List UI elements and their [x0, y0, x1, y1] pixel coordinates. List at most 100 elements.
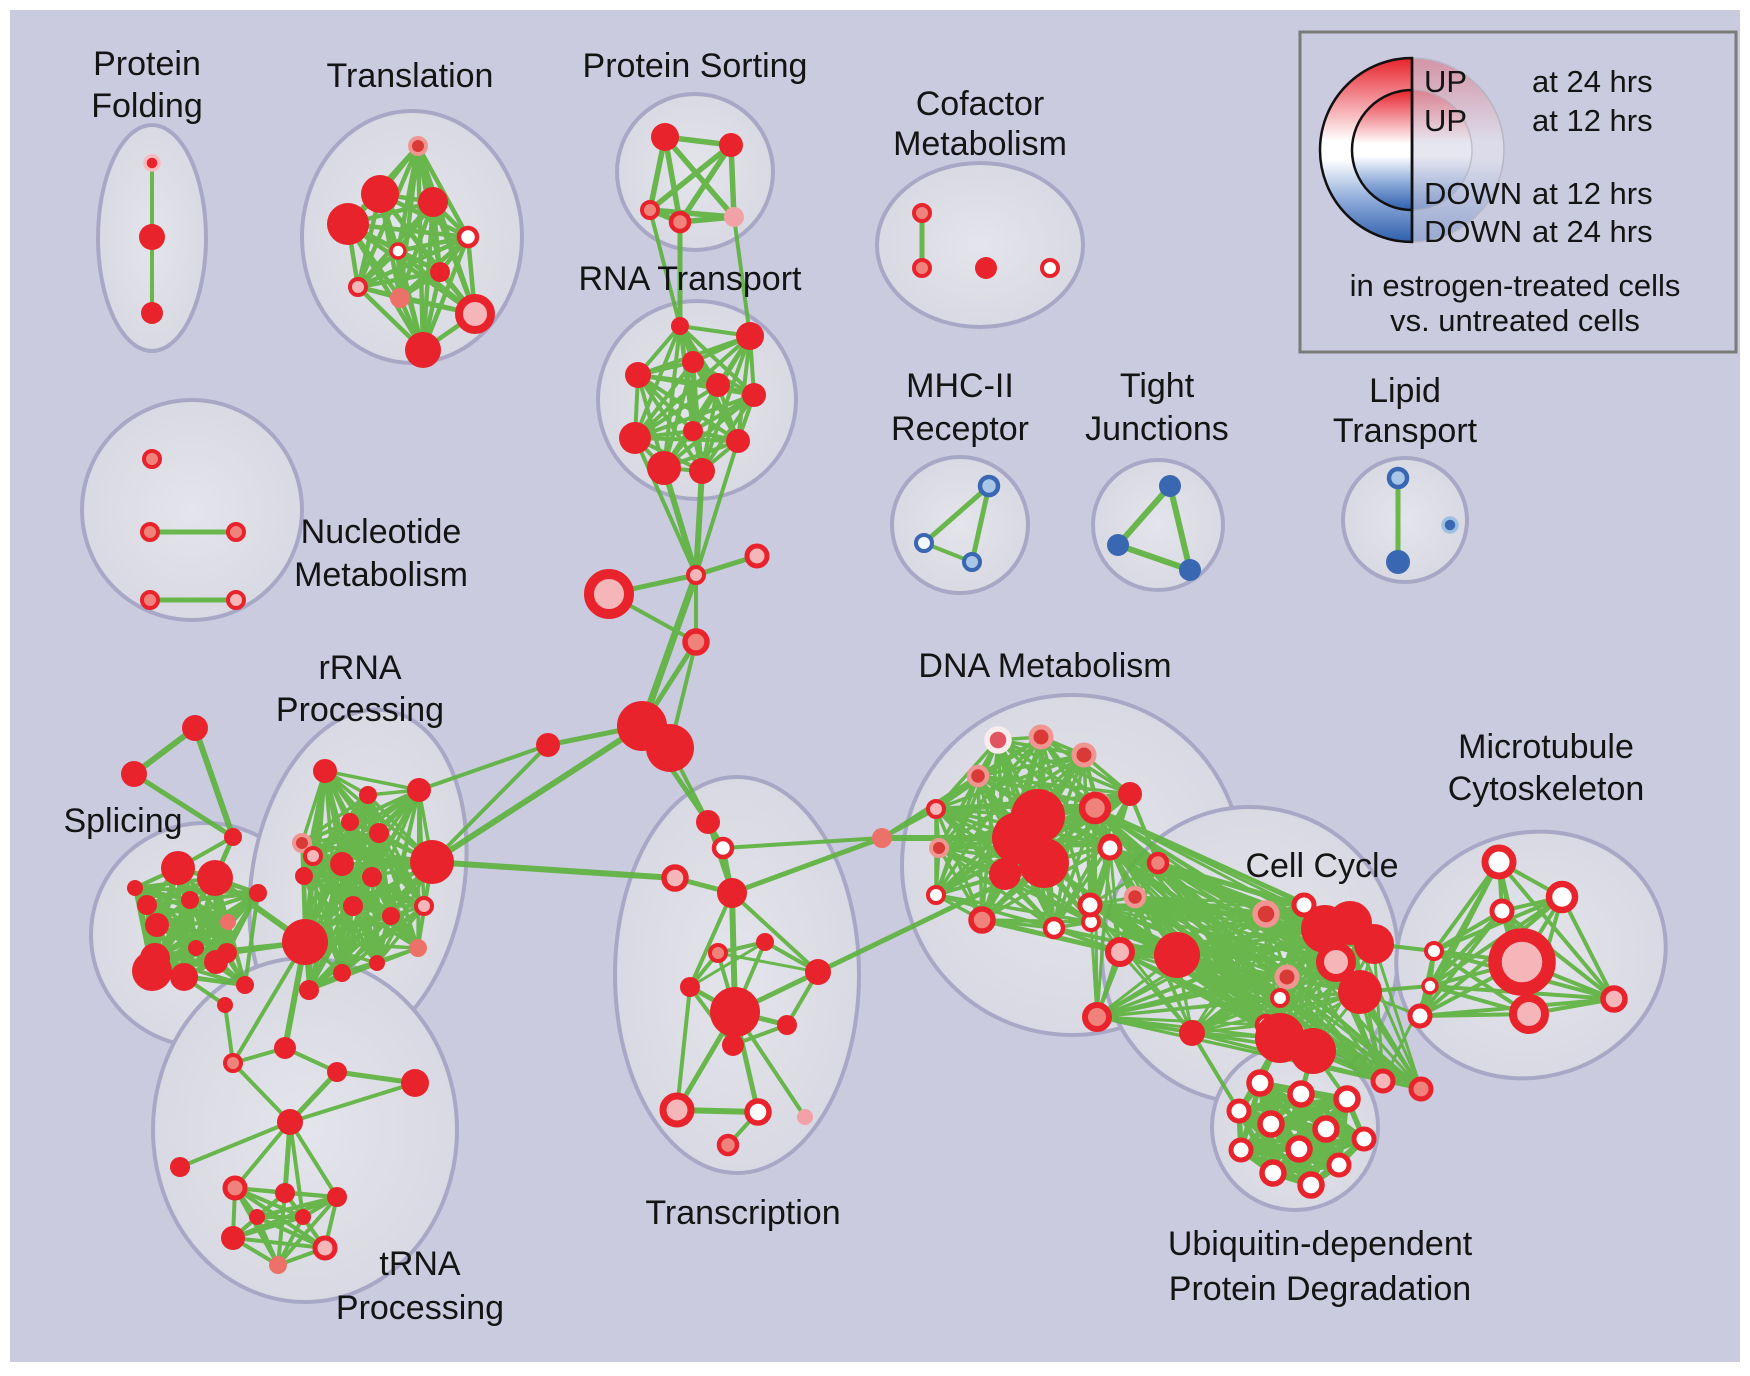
node-microtubule-cytoskeleton	[1545, 880, 1579, 914]
cluster-splicing-label: Splicing	[63, 802, 182, 840]
cluster-protein-folding-label: Folding	[91, 87, 203, 125]
node-rna-transport	[619, 422, 651, 454]
cluster-translation-edge	[395, 234, 471, 254]
hub-node	[744, 543, 770, 569]
cluster-trna-processing-edge	[288, 1120, 305, 1219]
node-cell-cycle	[1354, 924, 1394, 964]
node-translation	[348, 277, 368, 297]
node-transcription	[710, 987, 760, 1037]
node-mhc-ii-receptor	[962, 552, 982, 572]
node-cell-cycle	[1097, 835, 1123, 861]
cluster-microtubule-cytoskeleton-label: Microtubule	[1458, 728, 1634, 766]
cluster-rrna-processing-edge	[307, 946, 420, 992]
node-transcription	[716, 1133, 740, 1157]
node-transcription	[797, 1109, 813, 1125]
node-dna-metabolism	[984, 726, 1012, 754]
hub-node	[646, 724, 694, 772]
node-cofactor-metabolism	[1040, 258, 1060, 278]
node-transcription	[805, 959, 831, 985]
node-ubiquitin-degradation	[1285, 1135, 1313, 1163]
node-microtubule-cytoskeleton	[1488, 928, 1556, 996]
node-dna-metabolism	[926, 799, 946, 819]
node-trna-processing	[223, 1053, 243, 1073]
cluster-dna-metabolism-edge	[980, 918, 1093, 924]
node-tight-junctions	[1107, 534, 1129, 556]
cluster-dna-metabolism-label: DNA Metabolism	[918, 647, 1171, 685]
cluster-rrna-processing-edge	[348, 788, 421, 824]
inter-cluster-edge	[1190, 1031, 1241, 1113]
inter-cluster-edge	[648, 208, 682, 328]
node-rrna-processing	[414, 896, 434, 916]
node-nucleotide-metabolism	[226, 522, 246, 542]
node-translation	[408, 136, 428, 156]
legend-direction-label: UP	[1424, 103, 1467, 138]
node-rna-transport	[706, 373, 730, 397]
inter-cluster-edge	[1128, 792, 1160, 865]
node-ubiquitin-degradation	[1226, 1098, 1252, 1124]
node-ubiquitin-degradation	[1257, 1110, 1285, 1138]
inter-cluster-edge	[131, 771, 236, 840]
cluster-translation-edge	[420, 234, 471, 353]
inter-cluster-edge	[732, 215, 752, 338]
hub-node	[121, 761, 147, 787]
node-microtubule-cytoskeleton	[1481, 844, 1517, 880]
cluster-rrna-processing-edge	[323, 769, 421, 792]
node-protein-sorting	[668, 210, 692, 234]
node-trna-processing	[269, 1256, 287, 1274]
cluster-transcription-edge	[675, 985, 692, 1112]
node-transcription	[756, 933, 774, 951]
node-cell-cycle	[1077, 892, 1103, 918]
node-cell-cycle	[1316, 942, 1356, 982]
cluster-translation-edge	[355, 269, 443, 290]
cluster-cofactor-metabolism-label: Cofactor	[916, 85, 1045, 123]
node-splicing	[145, 913, 169, 937]
cluster-rrna-processing-edge	[351, 904, 379, 965]
cluster-rrna-processing-edge	[300, 793, 370, 845]
node-ubiquitin-degradation	[1259, 1159, 1287, 1187]
cluster-rrna-processing-edge	[302, 874, 393, 918]
legend-direction-label: DOWN	[1424, 214, 1522, 249]
legend-caption: vs. untreated cells	[1390, 303, 1640, 338]
node-trna-processing	[274, 1037, 296, 1059]
node-rna-transport	[742, 383, 766, 407]
inter-cluster-edge	[429, 859, 678, 881]
node-trna-processing	[327, 1062, 347, 1082]
node-transcription	[708, 943, 728, 963]
cluster-dna-metabolism-edge	[976, 753, 1086, 778]
hub-node	[584, 569, 634, 619]
hub-node	[682, 628, 710, 656]
inter-cluster-edge	[721, 836, 884, 850]
cluster-mhc-ii-receptor-label: MHC-II	[906, 367, 1014, 405]
cluster-microtubule-cytoskeleton-edge	[1432, 860, 1501, 953]
inter-cluster-edge	[231, 940, 307, 1065]
node-protein-folding	[141, 302, 163, 324]
cluster-protein-folding-label: Protein	[93, 45, 201, 83]
node-protein-sorting	[651, 123, 679, 151]
cluster-trna-processing-label: tRNA	[379, 1245, 461, 1283]
cluster-cell-cycle-edge	[1190, 975, 1289, 1035]
cluster-rrna-processing-edge	[307, 860, 434, 992]
node-rrna-processing	[362, 867, 382, 887]
node-ubiquitin-degradation	[1351, 1126, 1377, 1152]
node-rrna-processing	[313, 759, 337, 783]
cluster-microtubule-cytoskeleton-edge	[1560, 895, 1616, 1001]
node-dna-metabolism	[966, 764, 990, 788]
node-cell-cycle	[1338, 970, 1382, 1014]
node-microtubule-cytoskeleton	[1600, 985, 1628, 1013]
node-transcription	[659, 1092, 695, 1128]
cluster-cofactor-metabolism-label: Metabolism	[893, 125, 1067, 163]
node-tight-junctions	[1159, 475, 1181, 497]
node-transcription	[777, 1015, 797, 1035]
node-dna-metabolism	[1042, 916, 1066, 940]
node-protein-sorting	[719, 133, 743, 157]
node-trna-processing	[275, 1183, 295, 1203]
node-translation	[455, 294, 495, 334]
node-cell-cycle	[1408, 1076, 1434, 1102]
node-rna-transport	[647, 451, 681, 485]
node-microtubule-cytoskeleton	[1407, 1003, 1433, 1029]
node-translation	[390, 288, 410, 308]
cluster-rrna-processing-edge	[302, 820, 352, 878]
node-translation	[456, 225, 480, 249]
cluster-transcription-edge	[716, 951, 820, 974]
node-rna-transport	[726, 429, 750, 453]
